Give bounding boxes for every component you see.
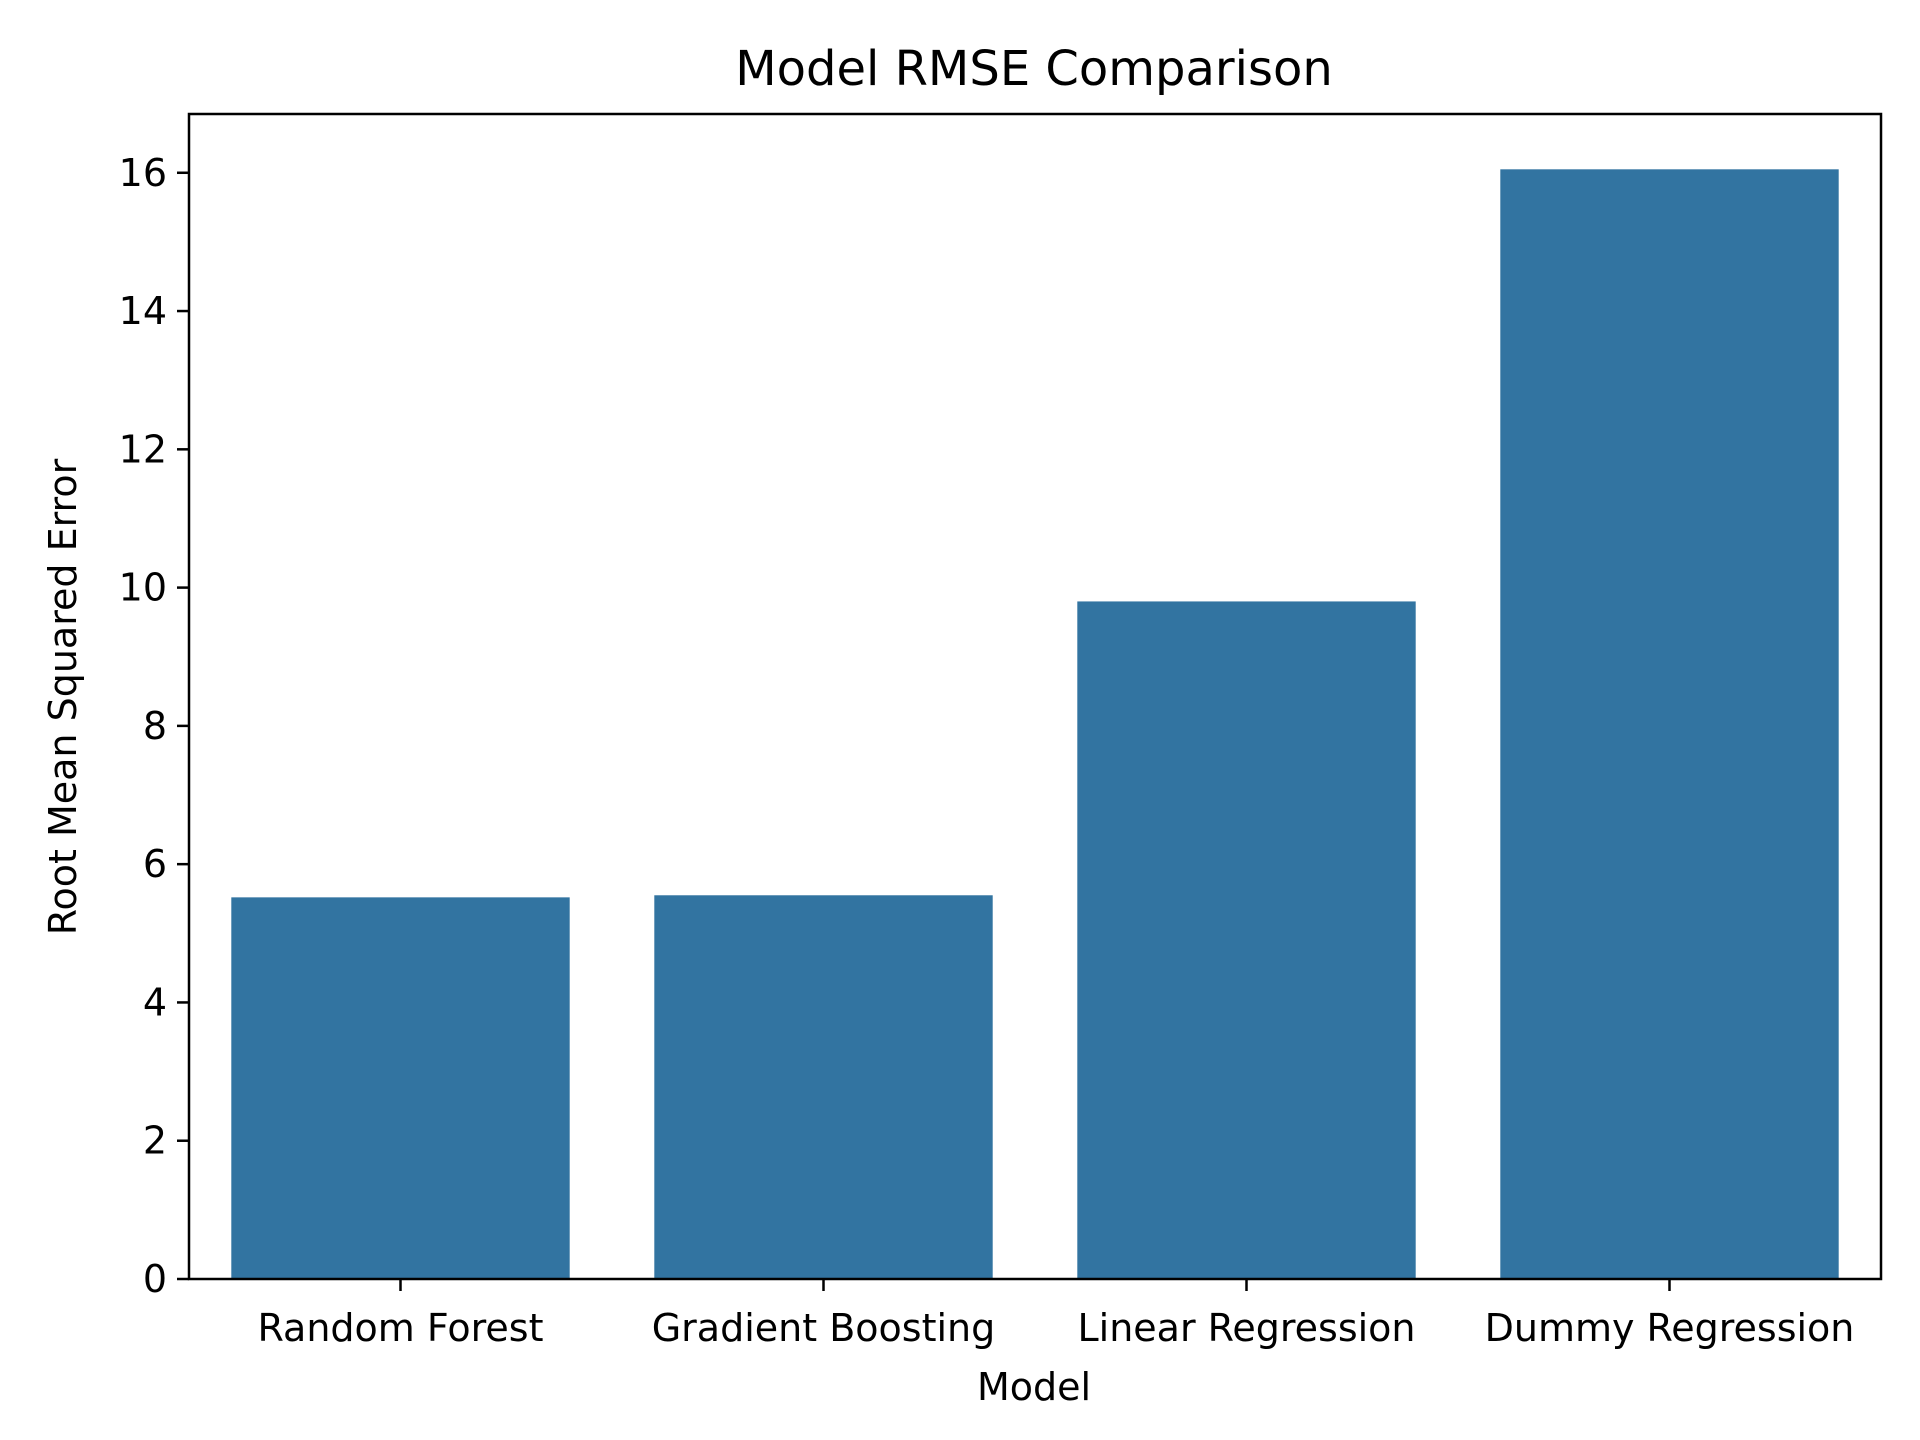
y-tick-label: 6 [143, 842, 167, 886]
bars-group [231, 169, 1839, 1280]
x-tick-label: Gradient Boosting [652, 1306, 996, 1350]
bar-gradient-boosting [654, 895, 993, 1279]
y-tick-label: 2 [143, 1119, 167, 1163]
x-tick-label: Random Forest [257, 1306, 543, 1350]
bar-linear-regression [1077, 601, 1416, 1279]
chart-title: Model RMSE Comparison [735, 41, 1333, 97]
bar-dummy-regression [1500, 169, 1839, 1280]
y-axis-label: Root Mean Squared Error [41, 458, 85, 935]
y-tick-label: 10 [119, 566, 167, 610]
x-axis: Random Forest Gradient Boosting Linear Reg… [257, 1279, 1854, 1350]
bar-random-forest [231, 897, 570, 1279]
y-tick-label: 14 [119, 289, 167, 333]
y-tick-label: 12 [119, 427, 167, 471]
y-tick-label: 16 [119, 151, 167, 195]
y-tick-label: 8 [143, 704, 167, 748]
y-axis: 0 2 4 6 8 10 12 14 16 [119, 151, 189, 1301]
x-axis-label: Model [977, 1365, 1091, 1409]
y-tick-label: 0 [143, 1257, 167, 1301]
plot-frame [187, 112, 1883, 1281]
x-tick-label: Linear Regression [1077, 1306, 1415, 1350]
x-tick-label: Dummy Regression [1485, 1306, 1855, 1350]
y-tick-label: 4 [143, 980, 167, 1024]
